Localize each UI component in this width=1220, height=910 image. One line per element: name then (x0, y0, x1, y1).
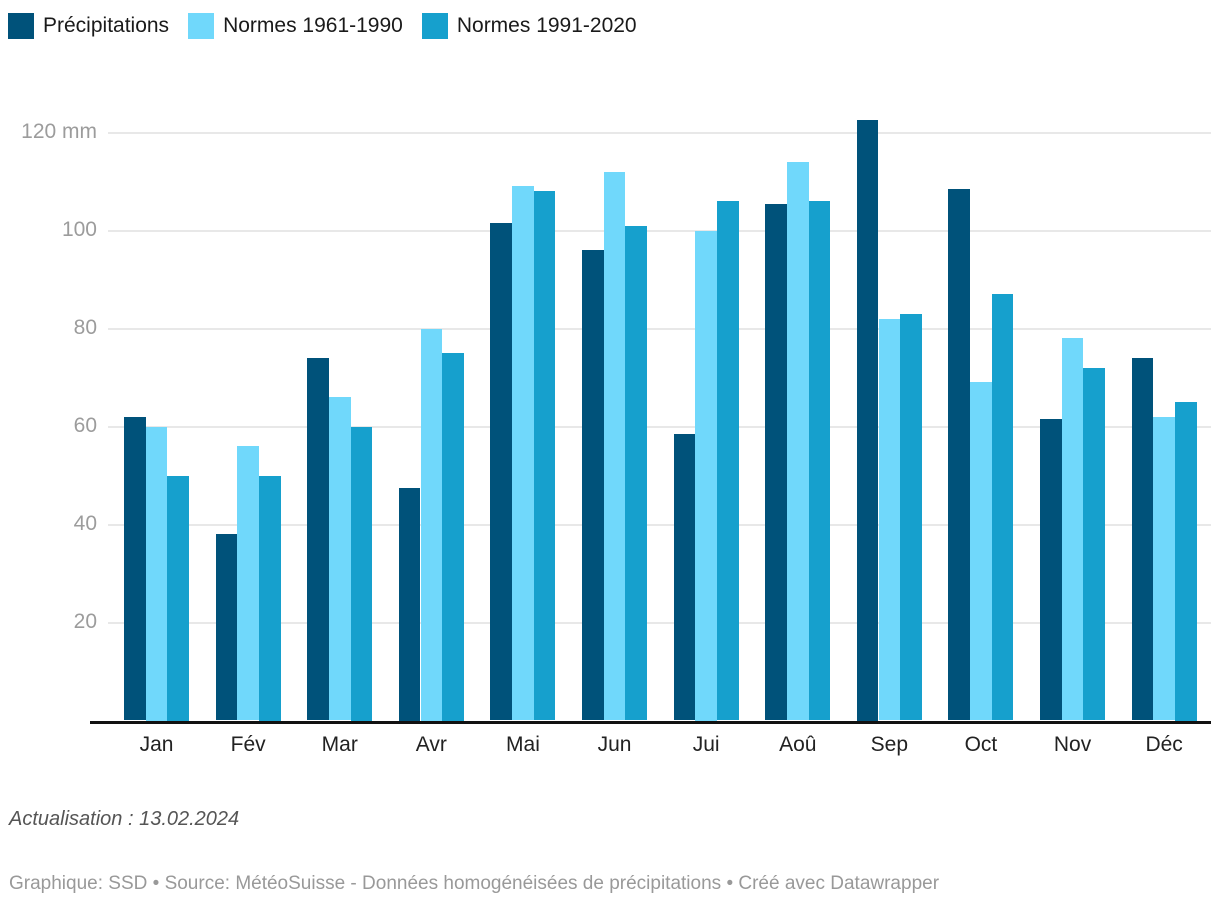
x-tick-label-fev: Fév (230, 733, 266, 756)
gridline-120 (108, 131, 1211, 134)
gridline-20 (108, 621, 1211, 624)
bar-precipitations-jun[interactable] (582, 250, 604, 721)
bar-precipitations-avr[interactable] (398, 487, 421, 721)
bar-precipitations-dec[interactable] (1131, 357, 1154, 721)
y-tick-label-80: 80 (73, 315, 97, 339)
bar-precipitations-jui[interactable] (673, 433, 696, 721)
legend-label-normes-1991-2020: Normes 1991-2020 (456, 14, 637, 37)
x-tick-label-oct: Oct (964, 733, 998, 756)
bar-precipitations-mar[interactable] (307, 357, 329, 721)
legend-item-precipitations: Précipitations (8, 13, 169, 39)
bar-normes-1961-1990-avr[interactable] (420, 328, 443, 721)
bar-normes-1991-2020-jan[interactable] (167, 475, 190, 721)
y-tick-label-120: 120 mm (21, 119, 97, 143)
legend-label-normes-1961-1990: Normes 1961-1990 (223, 14, 403, 37)
bar-normes-1991-2020-nov[interactable] (1083, 367, 1106, 721)
bar-normes-1991-2020-aou[interactable] (808, 201, 831, 721)
x-tick-label-jan: Jan (139, 733, 174, 756)
bar-normes-1991-2020-sep[interactable] (900, 313, 922, 721)
bar-normes-1991-2020-fev[interactable] (259, 475, 281, 721)
x-tick-label-mar: Mar (321, 733, 358, 756)
bar-precipitations-sep[interactable] (856, 120, 879, 721)
attribution: Graphique: SSD • Source: MétéoSuisse - D… (9, 873, 940, 894)
y-tick-label-40: 40 (73, 511, 97, 535)
bar-normes-1961-1990-jan[interactable] (145, 426, 168, 721)
x-tick-label-aou: Aoû (779, 733, 817, 756)
bar-normes-1991-2020-mai[interactable] (533, 191, 556, 721)
gridline-80 (108, 327, 1211, 330)
legend-label-precipitations: Précipitations (43, 14, 170, 37)
bar-normes-1991-2020-mar[interactable] (350, 426, 373, 721)
bar-normes-1961-1990-jun[interactable] (603, 171, 626, 721)
update-note: Actualisation : 13.02.2024 (9, 808, 240, 830)
bar-normes-1991-2020-avr[interactable] (442, 353, 464, 721)
bar-precipitations-aou[interactable] (765, 203, 787, 721)
gridline-60 (108, 425, 1211, 428)
legend-item-normes-1991-2020: Normes 1991-2020 (421, 13, 637, 39)
bar-normes-1991-2020-jun[interactable] (625, 225, 648, 721)
x-tick-label-jui: Jui (692, 733, 720, 756)
plot-area: 20 40 60 80 100 120 mm Jan Fév Mar Avr Mai Jun Jui Ao… (21, 119, 1211, 756)
legend-swatch-normes-1991-2020 (421, 13, 448, 39)
bar-normes-1961-1990-jui[interactable] (695, 230, 717, 721)
legend-item-normes-1961-1990: Normes 1961-1990 (188, 13, 403, 39)
bar-precipitations-jan[interactable] (124, 416, 146, 721)
legend: Précipitations Normes 1961-1990 Normes 199… (8, 13, 637, 39)
gridline-40 (108, 523, 1211, 526)
legend-swatch-precipitations (8, 13, 34, 39)
bar-precipitations-oct[interactable] (948, 188, 971, 721)
bar-normes-1991-2020-dec[interactable] (1175, 402, 1197, 721)
bar-normes-1961-1990-mar[interactable] (328, 397, 351, 721)
y-tick-label-100: 100 (61, 217, 97, 241)
bar-normes-1961-1990-sep[interactable] (878, 318, 901, 721)
x-tick-label-avr: Avr (415, 733, 447, 756)
bar-normes-1961-1990-nov[interactable] (1061, 338, 1084, 721)
bar-normes-1991-2020-oct[interactable] (991, 294, 1014, 721)
bar-precipitations-fev[interactable] (215, 534, 238, 721)
bar-normes-1961-1990-mai[interactable] (512, 186, 534, 721)
bar-normes-1961-1990-fev[interactable] (237, 446, 259, 721)
bar-normes-1961-1990-dec[interactable] (1153, 416, 1175, 721)
x-axis-line (90, 720, 1211, 724)
gridline-100 (108, 229, 1211, 232)
x-tick-label-nov: Nov (1053, 733, 1092, 756)
bar-precipitations-mai[interactable] (490, 223, 513, 721)
x-tick-label-jun: Jun (597, 733, 632, 756)
bar-normes-1961-1990-aou[interactable] (786, 161, 809, 721)
bar-normes-1991-2020-jui[interactable] (717, 201, 739, 721)
y-tick-label-20: 20 (73, 609, 97, 633)
x-tick-label-mai: Mai (506, 733, 540, 756)
bar-precipitations-nov[interactable] (1040, 419, 1062, 721)
x-tick-label-dec: Déc (1145, 733, 1183, 756)
x-tick-label-sep: Sep (870, 733, 909, 756)
legend-swatch-normes-1961-1990 (188, 13, 215, 39)
y-tick-label-60: 60 (73, 413, 97, 437)
bar-normes-1961-1990-oct[interactable] (970, 382, 992, 721)
